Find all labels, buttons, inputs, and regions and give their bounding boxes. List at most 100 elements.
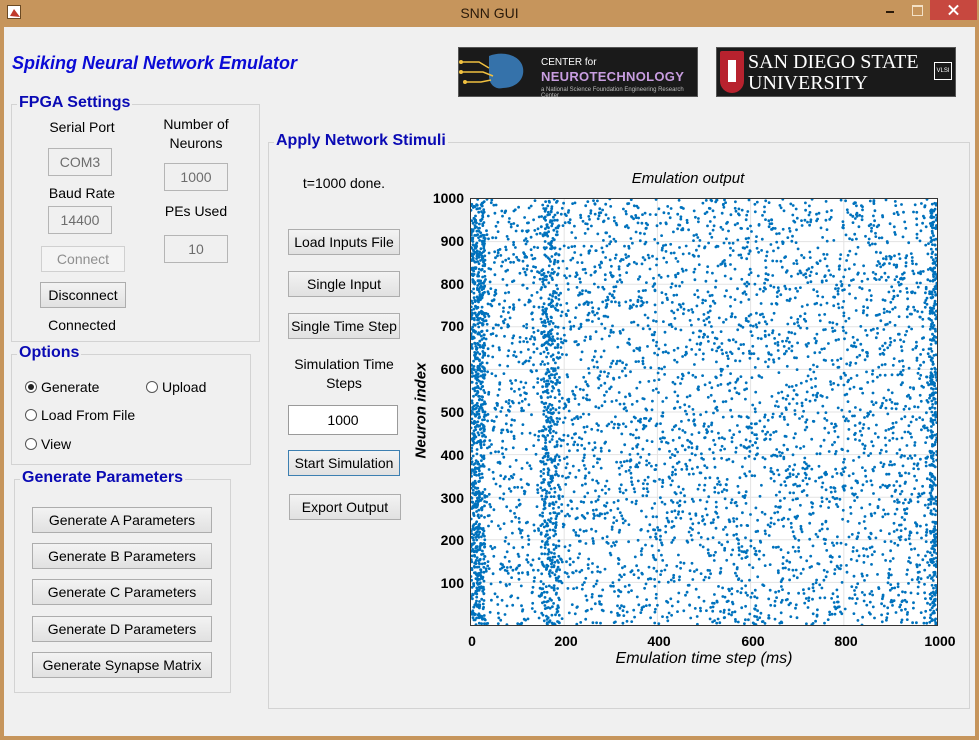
generate-b-button[interactable]: Generate B Parameters [32,543,212,569]
spike-point [622,614,626,617]
emulation-output-chart[interactable] [470,198,938,626]
spike-point [755,235,758,238]
spike-point [566,398,569,402]
generate-c-button[interactable]: Generate C Parameters [32,579,212,605]
spike-point [908,531,912,535]
spike-point [708,309,712,313]
spike-point [925,411,928,415]
spike-point [555,423,559,426]
spike-point [518,340,522,344]
spike-point [608,258,612,262]
window-titlebar[interactable]: SNN GUI [0,0,979,27]
spike-point [476,356,479,360]
spike-point [907,472,911,475]
spike-point [851,221,855,224]
radio-view[interactable]: View [25,436,71,452]
spike-point [620,432,624,436]
close-button[interactable] [930,0,977,20]
neurons-field[interactable]: 1000 [164,163,228,191]
maximize-button[interactable] [904,0,930,20]
spike-point [881,298,885,302]
spike-point [487,314,491,318]
minimize-button[interactable] [876,0,904,20]
spike-point [583,495,587,499]
spike-point [917,367,921,370]
spike-point [844,373,847,377]
spike-point [687,309,690,312]
spike-point [665,516,669,520]
spike-point [749,324,752,327]
spike-point [635,399,639,403]
spike-point [832,426,836,429]
radio-upload[interactable]: Upload [146,379,206,395]
spike-point [493,406,497,410]
spike-point [762,289,765,293]
spike-point [653,502,657,505]
connect-button[interactable]: Connect [41,246,125,272]
spike-point [704,299,707,302]
spike-point [490,443,493,446]
generate-a-button[interactable]: Generate A Parameters [32,507,212,533]
spike-point [620,514,624,518]
spike-point [697,595,701,599]
spike-point [913,444,917,447]
single-input-button[interactable]: Single Input [288,271,400,297]
spike-point [589,273,593,277]
spike-point [679,516,683,520]
spike-point [704,279,708,283]
spike-point [911,262,914,265]
spike-point [628,307,632,310]
spike-point [674,273,677,277]
spike-point [665,260,668,264]
sim-steps-input[interactable]: 1000 [288,405,398,435]
serial-port-field[interactable]: COM3 [48,148,112,176]
spike-point [794,241,798,244]
spike-point [926,400,930,404]
spike-point [890,463,894,467]
generate-synapse-button[interactable]: Generate Synapse Matrix [32,652,212,678]
matlab-app-icon[interactable] [7,5,21,19]
spike-point [808,537,812,541]
spike-point [475,410,479,414]
spike-point [877,498,881,501]
spike-point [474,414,477,418]
radio-generate[interactable]: Generate [25,379,99,395]
spike-point [576,261,579,264]
single-time-step-button[interactable]: Single Time Step [288,313,400,339]
spike-point [899,383,903,387]
spike-point [606,511,609,515]
spike-point [535,347,539,350]
spike-point [577,403,581,406]
radio-load-from-file[interactable]: Load From File [25,407,135,423]
app-title: Spiking Neural Network Emulator [12,53,298,73]
start-simulation-button[interactable]: Start Simulation [288,450,400,476]
spike-point [639,420,642,424]
spike-point [640,221,644,225]
spike-point [893,339,896,342]
spike-point [889,540,893,543]
pes-used-field[interactable]: 10 [164,235,228,263]
spike-point [621,609,625,612]
spike-point [902,340,906,343]
spike-point [681,269,685,273]
spike-point [888,532,891,536]
baud-rate-field[interactable]: 14400 [48,206,112,234]
spike-point [691,331,695,335]
spike-point [893,323,897,327]
generate-d-button[interactable]: Generate D Parameters [32,616,212,642]
spike-point [910,492,914,496]
spike-point [892,484,896,487]
load-inputs-button[interactable]: Load Inputs File [288,229,400,255]
spike-point [876,505,880,508]
spike-point [516,224,519,227]
spike-point [599,594,603,598]
pes-used-label: PEs Used [164,203,228,219]
spike-point [685,590,689,594]
spike-point [899,603,902,607]
disconnect-button[interactable]: Disconnect [40,282,126,308]
export-output-button[interactable]: Export Output [289,494,401,520]
spike-point [623,244,626,248]
spike-point [544,372,548,376]
spike-point [737,491,741,494]
spike-point [882,328,886,331]
